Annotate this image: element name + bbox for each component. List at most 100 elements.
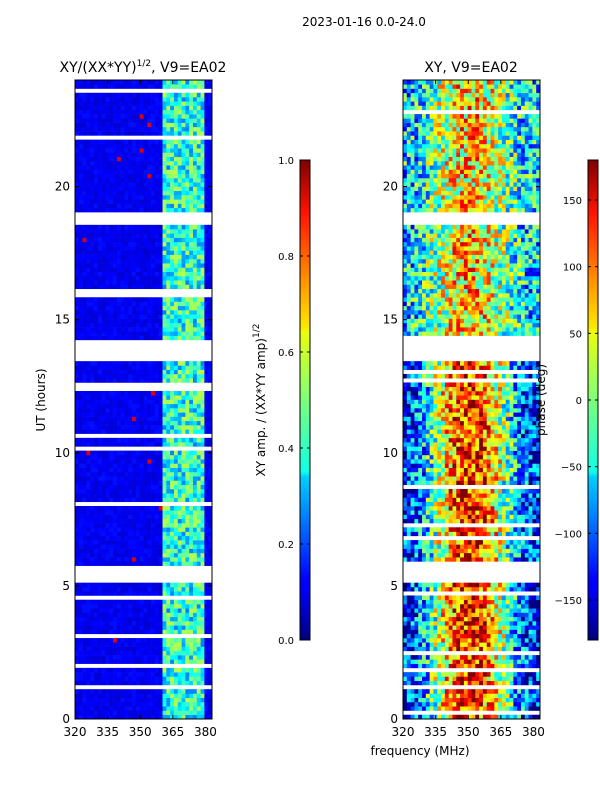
heatmap-cell bbox=[170, 518, 175, 524]
heatmap-cell bbox=[97, 603, 102, 609]
heatmap-cell bbox=[166, 506, 171, 511]
heatmap-cell bbox=[135, 173, 140, 179]
heatmap-cell bbox=[113, 416, 118, 422]
heatmap-cell bbox=[208, 629, 212, 635]
heatmap-cell bbox=[177, 561, 182, 566]
heatmap-cell bbox=[86, 608, 91, 613]
heatmap-cell bbox=[143, 514, 148, 520]
heatmap-cell bbox=[185, 327, 190, 332]
heatmap-cell bbox=[128, 237, 133, 243]
heatmap-cell bbox=[97, 156, 102, 162]
heatmap-cell bbox=[166, 156, 171, 162]
heatmap-cell bbox=[437, 693, 442, 698]
heatmap-cell bbox=[90, 131, 95, 136]
heatmap-cell bbox=[75, 646, 80, 652]
heatmap-cell bbox=[124, 484, 129, 490]
heatmap-cell bbox=[143, 616, 148, 622]
heatmap-cell bbox=[128, 186, 133, 192]
heatmap-cell bbox=[418, 655, 423, 660]
heatmap-cell bbox=[113, 642, 118, 647]
heatmap-cell bbox=[105, 514, 110, 520]
heatmap-cell bbox=[170, 237, 175, 243]
heatmap-cell bbox=[158, 97, 163, 102]
heatmap-cell bbox=[109, 305, 114, 311]
heatmap-cell bbox=[124, 540, 129, 545]
heatmap-cell bbox=[196, 557, 201, 562]
heatmap-cell bbox=[204, 710, 209, 716]
heatmap-cell bbox=[116, 105, 121, 111]
heatmap-cell bbox=[113, 701, 118, 707]
heatmap-cell bbox=[132, 101, 137, 106]
heatmap-cell bbox=[208, 642, 212, 647]
heatmap-cell bbox=[113, 616, 118, 622]
heatmap-cell bbox=[204, 143, 209, 149]
heatmap-cell bbox=[128, 390, 133, 396]
heatmap-cell bbox=[135, 646, 140, 652]
heatmap-cell bbox=[139, 160, 144, 166]
heatmap-cell bbox=[101, 322, 106, 328]
heatmap-cell bbox=[501, 676, 507, 681]
heatmap-cell bbox=[109, 378, 114, 383]
heatmap-cell bbox=[124, 241, 129, 247]
heatmap-cell bbox=[116, 322, 121, 328]
heatmap-cell bbox=[177, 118, 182, 123]
heatmap-cell bbox=[208, 177, 212, 183]
heatmap-cell bbox=[147, 122, 152, 128]
heatmap-cell bbox=[158, 122, 163, 128]
heatmap-cell bbox=[204, 186, 209, 192]
heatmap-cell bbox=[139, 591, 144, 596]
heatmap-cell bbox=[86, 697, 91, 703]
heatmap-cell bbox=[105, 148, 110, 153]
heatmap-cell bbox=[135, 177, 140, 183]
heatmap-cell bbox=[139, 156, 144, 162]
heatmap-cell bbox=[94, 629, 99, 635]
heatmap-cell bbox=[143, 672, 148, 677]
heatmap-cell bbox=[482, 672, 488, 677]
heatmap-cell bbox=[166, 476, 171, 481]
heatmap-cell bbox=[113, 190, 118, 196]
heatmap-cell bbox=[139, 246, 144, 251]
heatmap-cell bbox=[200, 301, 205, 307]
heatmap-cell bbox=[113, 471, 118, 477]
heatmap-cell bbox=[173, 591, 179, 596]
heatmap-cell bbox=[422, 697, 427, 703]
heatmap-cell bbox=[124, 139, 129, 145]
heatmap-cell bbox=[524, 663, 529, 669]
heatmap-cell bbox=[78, 676, 83, 681]
heatmap-cell bbox=[86, 646, 91, 652]
heatmap-cell bbox=[185, 314, 190, 319]
heatmap-cell bbox=[208, 710, 212, 716]
heatmap-cell bbox=[154, 706, 160, 711]
heatmap-cell bbox=[151, 420, 156, 426]
heatmap-cell bbox=[166, 258, 171, 264]
heatmap-cell bbox=[94, 616, 99, 622]
heatmap-cell bbox=[181, 284, 186, 290]
heatmap-cell bbox=[177, 169, 182, 175]
heatmap-cell bbox=[86, 493, 91, 498]
heatmap-cell bbox=[173, 369, 179, 375]
heatmap-cell bbox=[101, 258, 106, 264]
heatmap-cell bbox=[97, 297, 102, 302]
heatmap-cell bbox=[185, 599, 190, 605]
heatmap-cell bbox=[139, 399, 144, 405]
heatmap-cell bbox=[101, 190, 106, 196]
heatmap-cell bbox=[105, 160, 110, 166]
heatmap-cell bbox=[185, 148, 190, 153]
heatmap-cell bbox=[109, 327, 114, 332]
heatmap-cell bbox=[196, 476, 201, 481]
heatmap-cell bbox=[170, 250, 175, 255]
heatmap-cell bbox=[170, 616, 175, 622]
heatmap-cell bbox=[196, 650, 201, 656]
heatmap-cell bbox=[124, 459, 129, 464]
heatmap-cell bbox=[444, 693, 449, 698]
heatmap-cell bbox=[444, 680, 449, 686]
heatmap-cell bbox=[113, 463, 118, 468]
heatmap-cell bbox=[151, 92, 156, 98]
heatmap-cell bbox=[109, 97, 114, 102]
heatmap-cell bbox=[196, 314, 201, 319]
heatmap-cell bbox=[94, 186, 99, 192]
heatmap-cell bbox=[173, 335, 179, 341]
heatmap-cell bbox=[147, 442, 152, 447]
heatmap-cell bbox=[101, 254, 106, 260]
heatmap-cell bbox=[204, 305, 209, 311]
